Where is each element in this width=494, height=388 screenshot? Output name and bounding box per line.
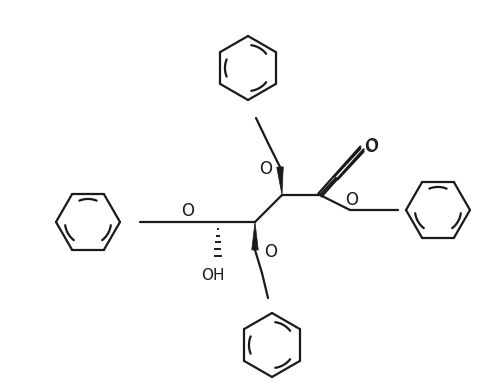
- Text: O: O: [366, 137, 378, 155]
- Text: OH: OH: [201, 268, 225, 283]
- Text: O: O: [365, 138, 377, 156]
- Text: O: O: [264, 243, 278, 261]
- Text: O: O: [345, 191, 359, 209]
- Text: O: O: [259, 160, 273, 178]
- Polygon shape: [277, 167, 283, 195]
- Text: O: O: [181, 202, 195, 220]
- Polygon shape: [252, 222, 258, 250]
